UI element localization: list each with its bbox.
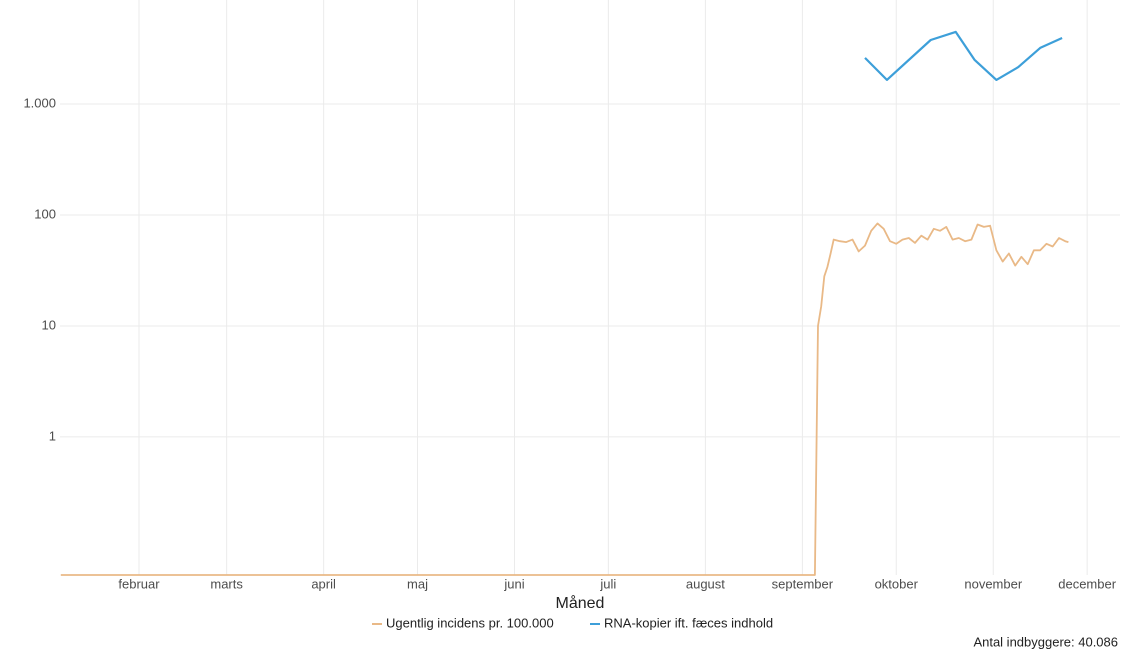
x-tick-label: oktober bbox=[875, 576, 919, 591]
series-line bbox=[60, 222, 1069, 576]
x-tick-label: december bbox=[1058, 576, 1116, 591]
x-axis-title: Måned bbox=[556, 594, 605, 612]
y-tick-label: 100 bbox=[34, 206, 56, 221]
series-line bbox=[864, 30, 1063, 81]
y-tick-label: 1.000 bbox=[23, 95, 56, 110]
x-tick-label: april bbox=[311, 576, 336, 591]
x-tick-label: september bbox=[772, 576, 834, 591]
legend-label: RNA-kopier ift. fæces indhold bbox=[604, 615, 773, 630]
legend-label: Ugentlig incidens pr. 100.000 bbox=[386, 615, 554, 630]
x-tick-label: februar bbox=[118, 576, 160, 591]
caption: Antal indbyggere: 40.086 bbox=[973, 634, 1118, 649]
x-tick-label: juni bbox=[503, 576, 524, 591]
x-tick-label: marts bbox=[210, 576, 243, 591]
x-tick-label: juli bbox=[599, 576, 616, 591]
x-tick-label: maj bbox=[407, 576, 428, 591]
y-tick-label: 1 bbox=[49, 428, 56, 443]
x-tick-label: august bbox=[686, 576, 725, 591]
y-tick-label: 10 bbox=[42, 317, 56, 332]
x-tick-label: november bbox=[964, 576, 1022, 591]
